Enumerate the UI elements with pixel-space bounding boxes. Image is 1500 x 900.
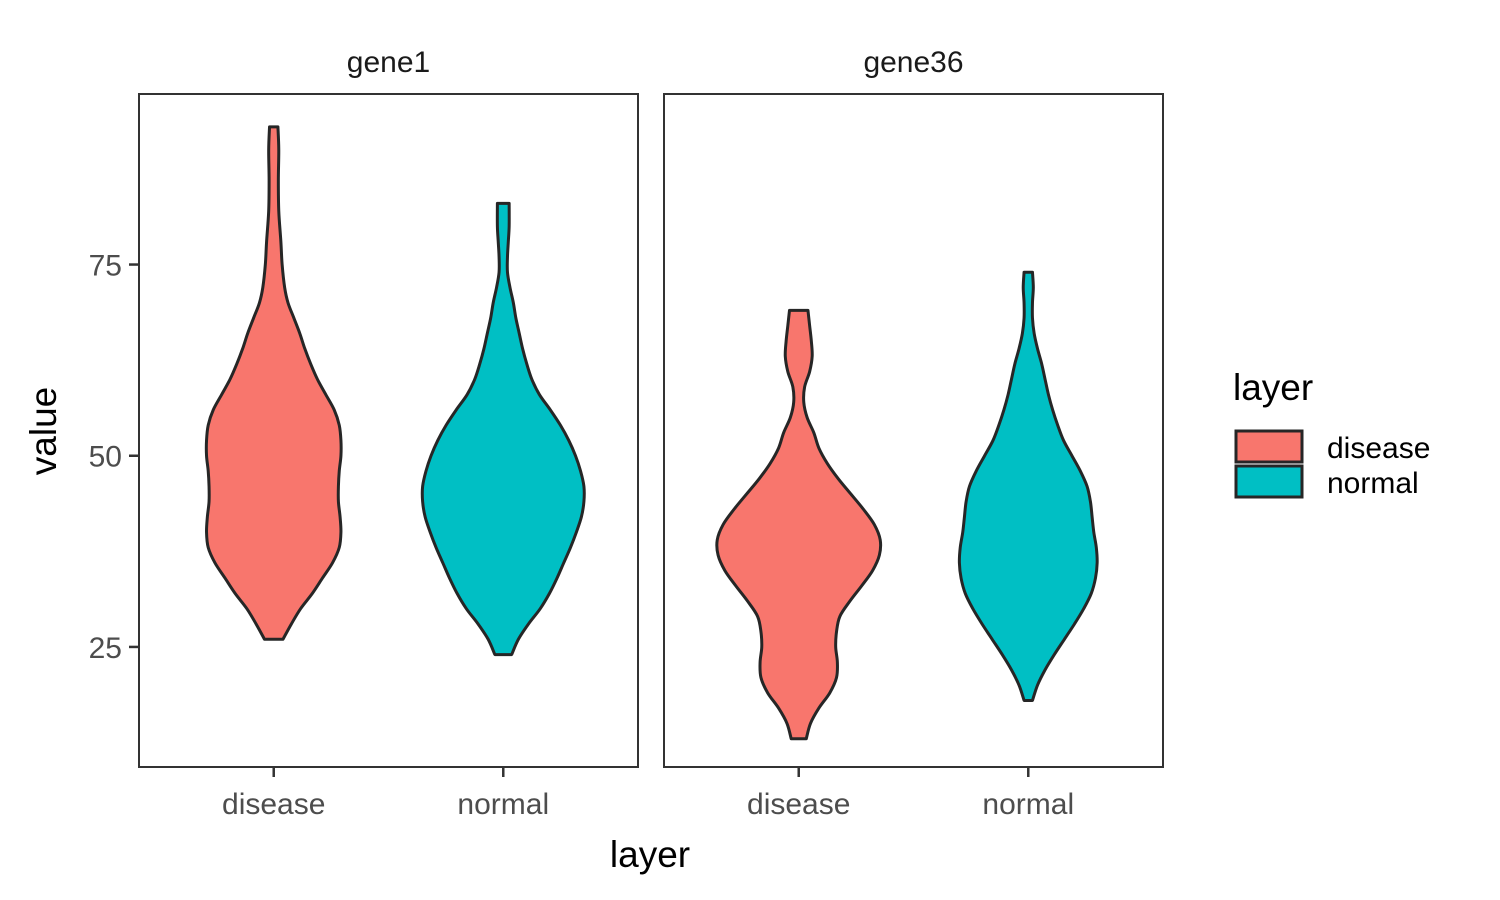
legend-label-normal: normal (1327, 467, 1419, 500)
legend-key-normal (1234, 464, 1304, 499)
y-tick-label: 75 (89, 250, 122, 283)
x-tick-label: disease (222, 788, 325, 821)
panel-gene1: gene1 disease normal (138, 46, 639, 821)
y-axis: 25 50 75 (89, 250, 139, 665)
legend-label-disease: disease (1327, 432, 1430, 465)
x-tick-label: normal (457, 788, 549, 821)
y-axis-title: value (23, 387, 64, 475)
x-axis-title: layer (610, 834, 690, 875)
x-tick-label: normal (982, 788, 1074, 821)
panel-border (663, 93, 1164, 768)
panel-title: gene1 (347, 46, 430, 79)
panels-group: gene1 disease normal gene36 disease normal (138, 46, 1164, 821)
violin-gene1-disease (204, 125, 343, 641)
panel-title: gene36 (863, 46, 963, 79)
y-tick-label: 50 (89, 441, 122, 474)
violin-gene36-disease (715, 308, 883, 741)
legend-title: layer (1233, 367, 1313, 408)
y-tick-label: 25 (89, 632, 122, 665)
legend: layer disease normal (1233, 367, 1430, 500)
violin-gene1-normal (420, 201, 586, 657)
violin-gene36-normal (957, 270, 1099, 702)
x-tick-label: disease (747, 788, 850, 821)
panel-border (138, 93, 639, 768)
panel-gene36: gene36 disease normal (663, 46, 1164, 821)
legend-key-disease (1234, 429, 1304, 464)
